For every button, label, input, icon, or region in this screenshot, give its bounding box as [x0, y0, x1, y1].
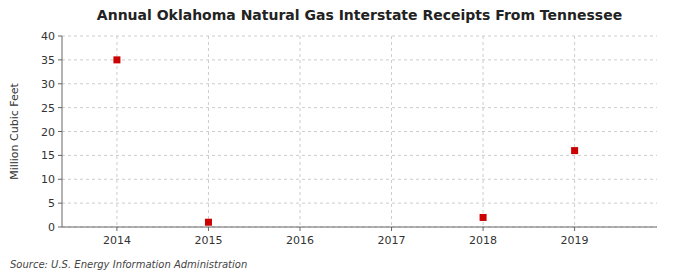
- x-tick: [208, 227, 209, 231]
- y-grid-line: [62, 59, 657, 60]
- x-tick-label: 2014: [103, 234, 131, 247]
- y-grid-line: [62, 83, 657, 84]
- y-tick: [58, 59, 62, 60]
- x-tick: [574, 227, 575, 231]
- y-tick: [58, 107, 62, 108]
- y-tick-label: 0: [48, 221, 55, 234]
- grid: [62, 36, 657, 227]
- y-tick: [58, 83, 62, 84]
- x-tick-label: 2018: [469, 234, 497, 247]
- x-tick: [300, 227, 301, 231]
- x-tick: [116, 227, 117, 231]
- y-tick-label: 35: [41, 54, 55, 67]
- y-tick: [58, 131, 62, 132]
- y-tick-label: 40: [41, 30, 55, 43]
- y-tick: [58, 227, 62, 228]
- y-grid-line: [62, 131, 657, 132]
- y-tick-label: 10: [41, 173, 55, 186]
- y-tick-label: 5: [48, 197, 55, 210]
- point: [113, 56, 120, 63]
- y-grid-line: [62, 36, 657, 37]
- x-tick: [391, 227, 392, 231]
- x-tick-label: 2015: [194, 234, 222, 247]
- chart: Annual Oklahoma Natural Gas Interstate R…: [0, 0, 675, 275]
- x-tick: [483, 227, 484, 231]
- title: Annual Oklahoma Natural Gas Interstate R…: [97, 7, 622, 23]
- point: [480, 214, 487, 221]
- y-tick: [58, 36, 62, 37]
- x-axis-line: [62, 227, 657, 228]
- y-grid-line: [62, 203, 657, 204]
- x-grid-line: [208, 36, 209, 227]
- y-grid-line: [62, 227, 657, 228]
- y-tick-label: 25: [41, 102, 55, 115]
- points: [113, 56, 578, 225]
- x-tick-label: 2019: [561, 234, 589, 247]
- x-grid-line: [574, 36, 575, 227]
- y-tick: [58, 203, 62, 204]
- y-grid-line: [62, 155, 657, 156]
- axes: 0 5 10 15 20 25 30 35 40 2014 2015 2016 2017 2018 2019: [41, 30, 657, 247]
- y-axis-label: Million Cubic Feet: [8, 82, 21, 179]
- y-axis-line: [62, 36, 63, 227]
- x-grid-line: [300, 36, 301, 227]
- source-note: Source: U.S. Energy Information Administ…: [10, 259, 247, 270]
- y-grid-line: [62, 179, 657, 180]
- x-tick-label: 2017: [378, 234, 406, 247]
- point: [571, 147, 578, 154]
- point: [205, 219, 212, 226]
- x-grid-line: [483, 36, 484, 227]
- x-grid-line: [391, 36, 392, 227]
- y-grid-line: [62, 107, 657, 108]
- y-tick-label: 20: [41, 126, 55, 139]
- x-tick-label: 2016: [286, 234, 314, 247]
- y-tick: [58, 155, 62, 156]
- y-tick-label: 15: [41, 149, 55, 162]
- x-grid-line: [116, 36, 117, 227]
- y-tick-label: 30: [41, 78, 55, 91]
- y-tick: [58, 179, 62, 180]
